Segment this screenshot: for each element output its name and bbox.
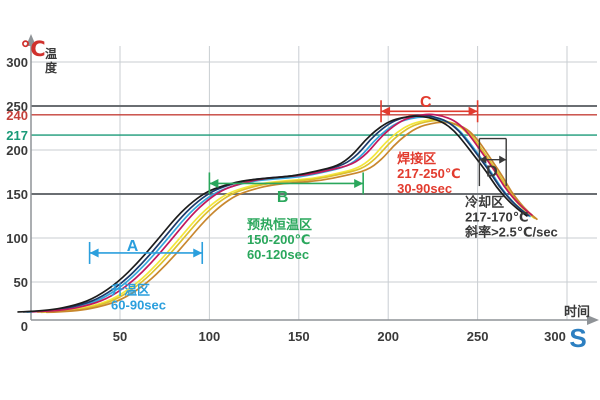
x-tick-label-150: 150 — [288, 329, 310, 344]
zone-B-arrow-arrowhead-left-icon — [209, 178, 219, 188]
zone-B-text-line-1: 预热恒温区 — [247, 217, 312, 232]
y-tick-label-240: 240 — [6, 108, 28, 123]
zone-D-arrowhead-right-icon — [499, 155, 507, 164]
zone-C-text-line-1: 焊接区 — [397, 151, 436, 166]
x-axis-arrow-icon — [587, 315, 599, 325]
x-tick-label-200: 200 — [377, 329, 399, 344]
zone-C-label: C — [420, 94, 432, 111]
y-tick-label-250: 250 — [6, 99, 28, 114]
zone-D-text-line-2: 217-170℃ — [465, 209, 528, 224]
x-tick-label-100: 100 — [199, 329, 221, 344]
zone-D-text-line-1: 冷却区 — [465, 194, 504, 209]
zone-A-arrow-arrowhead-right-icon — [193, 248, 203, 258]
y-axis-title: 温度 — [45, 47, 58, 75]
y-tick-label-217: 217 — [6, 128, 28, 143]
zone-A-label: A — [127, 238, 139, 255]
series-profile-cyan — [26, 116, 531, 313]
y-tick-label-200: 200 — [6, 143, 28, 158]
zone-C-arrow-arrowhead-right-icon — [468, 106, 478, 116]
zone-A-text-line-2: 60-90sec — [111, 297, 166, 312]
zone-A-arrow-arrowhead-left-icon — [89, 248, 99, 258]
x-tick-label-50: 50 — [113, 329, 127, 344]
series-profile-navy — [22, 114, 530, 313]
zone-D-label: D — [486, 163, 498, 180]
x-axis-unit-label: S — [569, 323, 586, 353]
zone-C-arrow-arrowhead-left-icon — [381, 106, 391, 116]
y-tick-label-0: 0 — [21, 319, 28, 334]
x-tick-label-300: 300 — [544, 329, 566, 344]
x-tick-label-250: 250 — [467, 329, 489, 344]
series-profile-black — [17, 115, 528, 313]
x-axis-title: 时间 — [564, 304, 590, 319]
zone-B-text-line-3: 60-120sec — [247, 247, 309, 262]
zone-B-text-line-2: 150-200℃ — [247, 232, 310, 247]
y-tick-label-300: 300 — [6, 55, 28, 70]
zone-B-arrow-arrowhead-right-icon — [354, 178, 364, 188]
y-tick-label-100: 100 — [6, 231, 28, 246]
zone-C-text-line-2: 217-250℃ — [397, 166, 460, 181]
y-axis-arrow-icon — [26, 34, 36, 46]
zone-D-text-line-3: 斜率>2.5℃/sec — [464, 224, 558, 239]
zone-A-text-line-1: 升温区 — [111, 282, 150, 297]
y-tick-label-150: 150 — [6, 187, 28, 202]
zone-B-label: B — [277, 189, 289, 206]
zone-C-text-line-3: 30-90sec — [397, 181, 452, 196]
y-axis-unit-label: ℃ — [20, 38, 45, 61]
zone-D-arrowhead-left-icon — [479, 155, 487, 164]
y-tick-label-50: 50 — [14, 275, 28, 290]
